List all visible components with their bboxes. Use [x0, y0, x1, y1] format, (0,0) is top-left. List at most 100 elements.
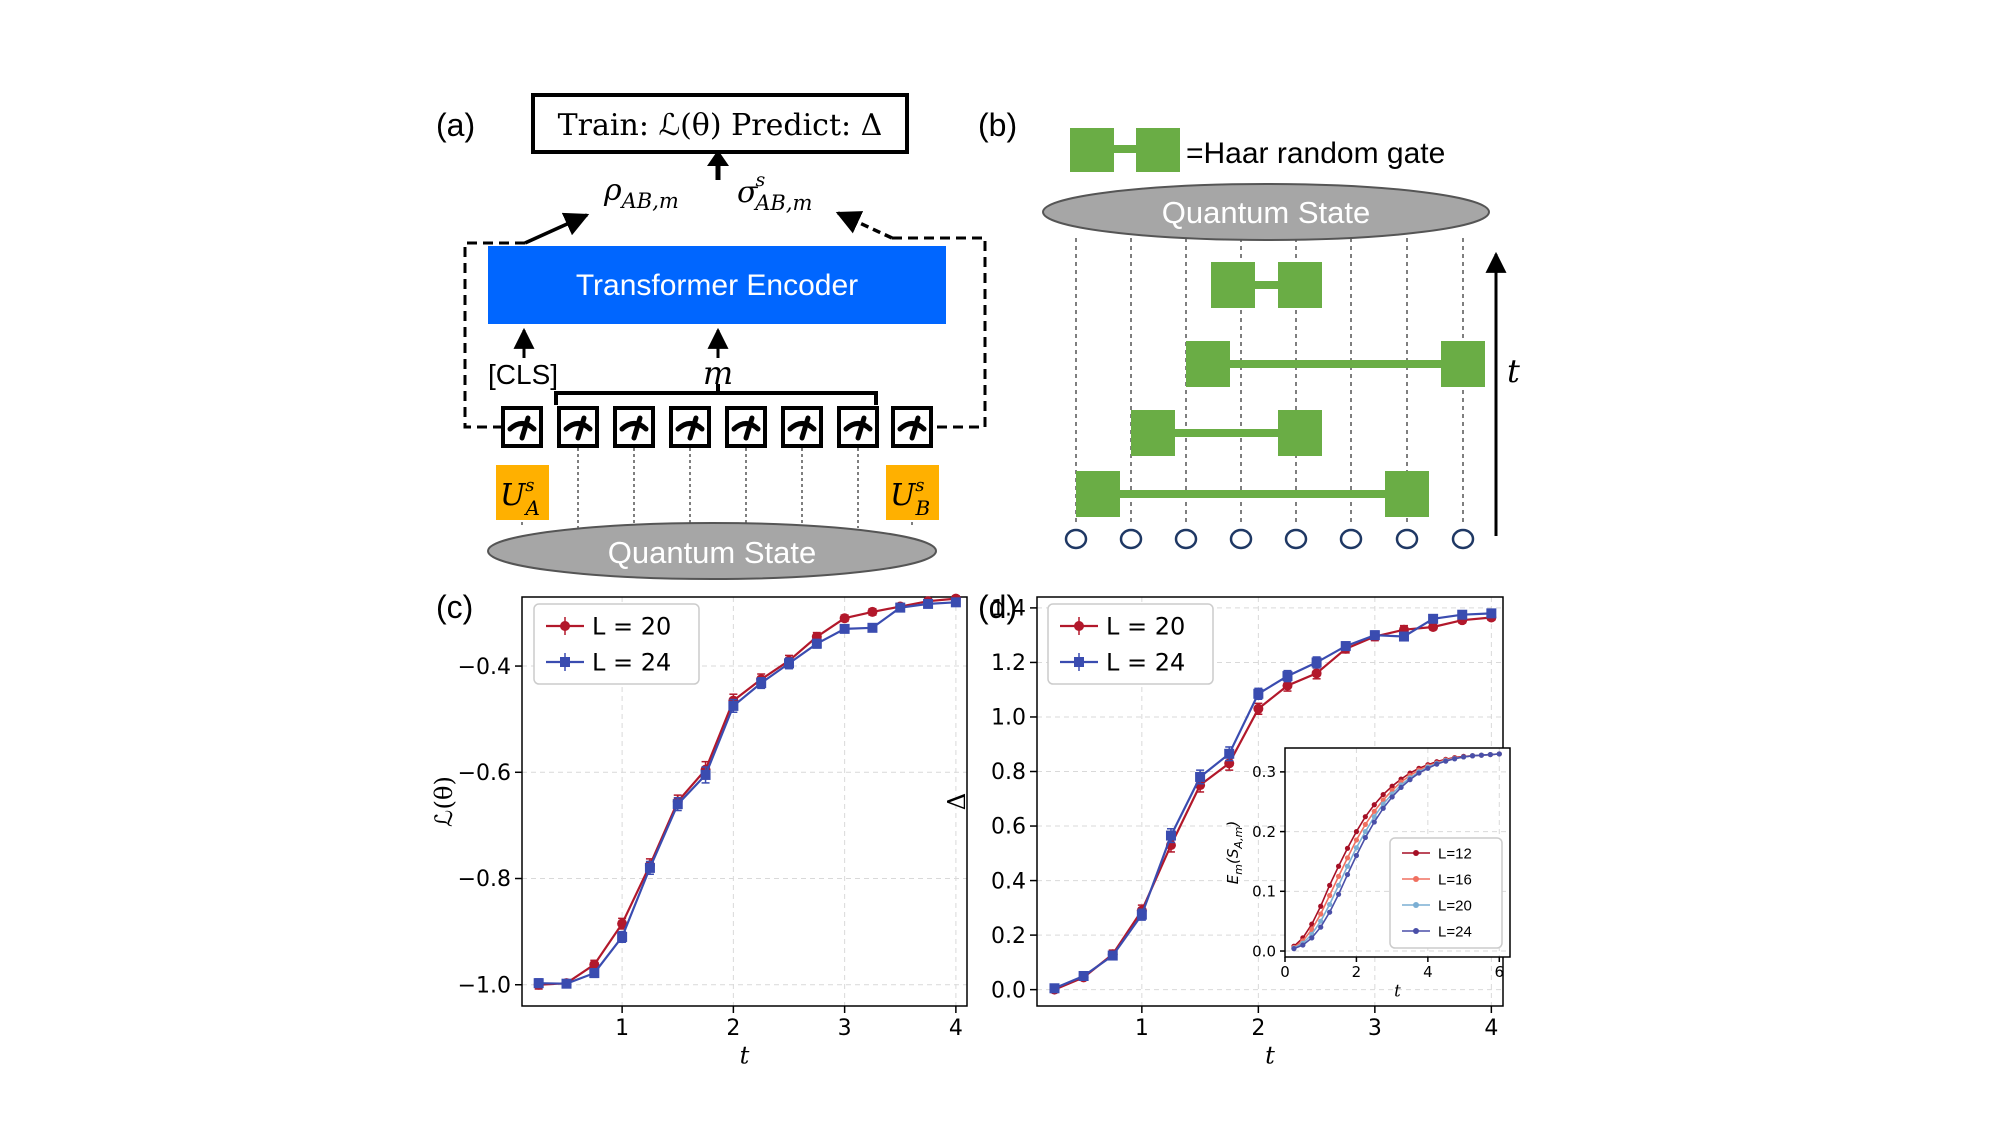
data-point	[895, 602, 906, 613]
measurement-meter-icon	[559, 408, 597, 446]
x-tick-label: 2	[726, 1016, 740, 1041]
data-point	[1327, 882, 1333, 888]
cls-token-label: [CLS]	[488, 359, 558, 390]
data-point	[1434, 761, 1440, 767]
data-point	[811, 638, 822, 649]
panel-a-label: (a)	[436, 107, 475, 143]
x-tick-label: 2	[1251, 1016, 1265, 1041]
data-point	[644, 862, 655, 873]
qubit-wires-a	[521, 448, 913, 528]
data-point	[1224, 748, 1235, 759]
unitary-a-label: Us A	[500, 475, 540, 520]
data-point	[1078, 971, 1089, 982]
legend-item: L=12	[1402, 845, 1472, 862]
data-point	[1344, 863, 1351, 869]
measurement-meter-icon	[839, 408, 877, 446]
legend-item: L = 24	[546, 648, 671, 676]
haar-gates	[1076, 262, 1485, 517]
measurement-meter-icon	[615, 408, 653, 446]
x-tick-label: 4	[1423, 963, 1433, 981]
x-tick-label: 6	[1495, 963, 1505, 981]
legend-item: L = 24	[1060, 648, 1185, 676]
data-point	[1309, 921, 1315, 927]
data-point	[1371, 802, 1377, 808]
legend-label: L=12	[1438, 845, 1472, 862]
data-point	[1327, 901, 1333, 908]
chart-d-inset: 0 2 4 6 0.0 0.1 0.2 0.3 t Em(SA,m) L=12 L=16 L=20 L=2…	[1224, 747, 1511, 1001]
x-tick-label: 1	[1135, 1016, 1149, 1041]
legend-label: L=20	[1438, 897, 1472, 914]
data-point	[1309, 926, 1315, 933]
data-point	[1452, 756, 1458, 762]
data-point	[1389, 783, 1395, 789]
data-point	[1195, 771, 1206, 782]
data-point	[1353, 837, 1360, 843]
series-line	[538, 597, 957, 986]
data-point	[617, 918, 628, 929]
data-point	[1311, 668, 1322, 679]
data-point	[839, 613, 850, 624]
m-bracket	[554, 384, 878, 405]
y-tick-label: 0.2	[1252, 823, 1276, 841]
data-point	[1487, 751, 1493, 758]
haar-random-gate	[1076, 471, 1429, 517]
x-tick-label: 3	[838, 1016, 852, 1041]
data-point	[1478, 752, 1485, 758]
data-point	[867, 606, 878, 617]
plot-frame	[1284, 747, 1511, 958]
data-point	[1369, 630, 1380, 641]
data-point	[1398, 631, 1409, 642]
data-point	[1282, 680, 1293, 691]
data-point	[867, 622, 878, 633]
gate-bar	[1098, 490, 1407, 498]
data-point	[1362, 814, 1368, 820]
data-point	[1407, 777, 1413, 783]
legend-marker	[1413, 876, 1419, 882]
data-point	[923, 598, 934, 609]
haar-gate-legend-icon	[1070, 128, 1180, 172]
quantum-state-a	[487, 522, 937, 580]
output-box-text: Train: ℒ(θ) Predict: Δ	[558, 108, 883, 143]
data-point	[1311, 657, 1322, 668]
output-arrow-head	[707, 150, 729, 166]
x-tick-label: 4	[949, 1016, 963, 1041]
data-point	[1335, 873, 1342, 879]
data-point	[1335, 863, 1342, 869]
data-point	[1371, 814, 1377, 820]
data-point	[1318, 911, 1324, 917]
data-point	[1327, 909, 1333, 915]
data-point	[1496, 751, 1502, 757]
unitary-b-box	[886, 465, 939, 520]
gate-block	[1441, 341, 1485, 387]
x-axis-label: t	[1265, 1042, 1275, 1070]
legend-item: L=16	[1402, 871, 1472, 888]
data-point	[672, 799, 683, 810]
y-tick-label: 0.4	[991, 869, 1026, 894]
data-point	[1282, 671, 1293, 682]
legend: L = 20 L = 24	[1047, 603, 1214, 685]
y-tick-label: 0.3	[1252, 763, 1276, 781]
y-tick-label: 0.6	[991, 815, 1026, 840]
data-point	[1318, 903, 1324, 909]
qubit-circle	[1395, 528, 1419, 550]
series-l=24	[1049, 608, 1497, 994]
data-point	[1469, 753, 1476, 759]
rho-label: ρAB,m	[603, 173, 679, 213]
data-point	[1049, 983, 1060, 994]
haar-random-gate	[1211, 262, 1322, 308]
x-axis-label: t	[1394, 982, 1401, 1001]
transformer-encoder-block	[488, 246, 946, 324]
legend-marker	[1074, 657, 1084, 667]
data-point	[1253, 688, 1264, 699]
gate-block	[1385, 471, 1429, 517]
data-point	[728, 700, 739, 711]
y-axis-label: Em(SA,m)	[1224, 821, 1245, 884]
legend-marker	[1413, 928, 1419, 934]
data-point	[1340, 641, 1351, 652]
measurement-meter-icon	[671, 408, 709, 446]
data-point	[784, 658, 794, 669]
measurement-row	[503, 408, 931, 446]
data-point	[1253, 703, 1264, 714]
measurement-meter-icon	[727, 408, 765, 446]
data-point	[1335, 882, 1342, 888]
